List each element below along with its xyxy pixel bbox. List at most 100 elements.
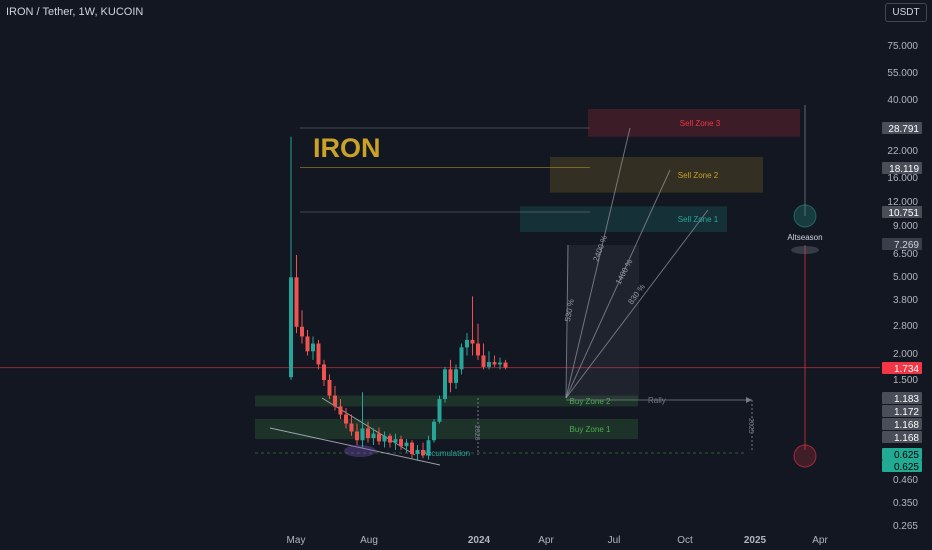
candle-body: [454, 369, 458, 383]
candle-body: [448, 369, 453, 383]
candles-layer[interactable]: [289, 136, 508, 462]
price-badge[interactable]: 1.168: [882, 418, 922, 431]
candle[interactable]: [349, 414, 354, 436]
candle-body: [327, 380, 332, 396]
time-tick-label: 2025: [744, 535, 767, 546]
altseason-marker-top: [793, 204, 817, 228]
zone-rect: [588, 108, 800, 137]
year-label: 2026: [473, 425, 480, 441]
candle[interactable]: [294, 254, 299, 334]
candle[interactable]: [498, 357, 502, 370]
fan-line: [565, 209, 709, 399]
price-badge-bg: [882, 418, 922, 430]
candle[interactable]: [415, 444, 420, 462]
candle-body: [388, 435, 392, 443]
time-axis[interactable]: May Aug 2024 Apr Jul Oct 2025 Apr: [287, 535, 829, 546]
candle[interactable]: [360, 392, 365, 448]
symbol-title[interactable]: IRON / Tether, 1W, KUCOIN: [6, 6, 144, 18]
candle[interactable]: [404, 439, 409, 453]
candle[interactable]: [344, 408, 348, 429]
candle-body: [443, 369, 447, 400]
zone-label: Sell Zone 1: [678, 215, 719, 224]
price-badge[interactable]: 10.751: [882, 206, 922, 219]
candle-body: [366, 428, 370, 438]
candle[interactable]: [443, 366, 447, 403]
price-badge-bg: [882, 362, 922, 374]
candle[interactable]: [437, 395, 442, 424]
fan-line: [565, 169, 671, 399]
price-badge[interactable]: 7.269: [882, 238, 922, 251]
price-badge-bg: [882, 392, 922, 404]
candle[interactable]: [355, 423, 359, 445]
accumulation-marker: [344, 445, 376, 457]
zone-rect: [550, 157, 763, 193]
candle-body: [415, 450, 420, 454]
price-badge[interactable]: 28.791: [882, 122, 922, 135]
price-badge-bg: [882, 448, 922, 460]
candle[interactable]: [432, 418, 436, 443]
altseason-marker-mid: [791, 246, 819, 254]
candle[interactable]: [393, 433, 398, 451]
candle[interactable]: [300, 310, 304, 344]
candle[interactable]: [388, 433, 392, 448]
price-badge-bg: [882, 460, 922, 472]
candle[interactable]: [333, 385, 337, 411]
candle[interactable]: [459, 343, 464, 375]
candle[interactable]: [470, 296, 475, 356]
altseason-label: Altseason: [787, 233, 822, 242]
candle[interactable]: [371, 428, 376, 445]
price-badge[interactable]: 1.734: [882, 362, 922, 375]
candle-body: [393, 439, 398, 443]
candle[interactable]: [327, 374, 332, 400]
candle[interactable]: [366, 421, 370, 443]
candle[interactable]: [421, 442, 425, 459]
price-tick-label: 55.000: [887, 68, 918, 79]
candle[interactable]: [399, 435, 403, 451]
candle-body: [382, 435, 387, 442]
price-tick-label: 2.000: [893, 349, 918, 360]
candle[interactable]: [487, 351, 491, 370]
candle[interactable]: [382, 431, 387, 448]
candle[interactable]: [476, 323, 480, 360]
candle[interactable]: [454, 364, 458, 389]
wedge-line: [269, 427, 441, 466]
price-tick-label: 9.000: [893, 221, 918, 232]
candle-body: [311, 343, 315, 352]
price-tick-label: 40.000: [887, 95, 918, 106]
price-badge[interactable]: 0.625: [882, 460, 922, 473]
price-badge[interactable]: 1.172: [882, 405, 922, 418]
price-tick-label: 75.000: [887, 41, 918, 52]
candle-body: [481, 355, 486, 367]
time-tick-label: Jul: [608, 535, 621, 546]
candle[interactable]: [322, 359, 326, 386]
price-badge[interactable]: 18.119: [882, 162, 922, 175]
candle[interactable]: [426, 435, 431, 460]
candle[interactable]: [503, 359, 508, 370]
candle-body: [344, 414, 348, 424]
price-badge[interactable]: 1.183: [882, 392, 922, 405]
candle[interactable]: [492, 355, 497, 367]
price-badge-label: 0.625: [894, 450, 919, 461]
candle[interactable]: [448, 359, 453, 393]
candle[interactable]: [338, 399, 343, 419]
candle[interactable]: [410, 440, 414, 459]
candle[interactable]: [305, 329, 310, 356]
candle[interactable]: [481, 343, 486, 370]
candle[interactable]: [289, 136, 293, 380]
altseason-marker-bottom: [793, 444, 817, 468]
currency-button[interactable]: USDT: [885, 3, 927, 22]
price-axis[interactable]: 75.000 55.000 40.000 22.000 16.000 12.000 9.00…: [882, 41, 922, 532]
candle[interactable]: [311, 336, 315, 360]
candle-body: [421, 450, 425, 456]
price-badge-bg: [882, 122, 922, 134]
price-badge[interactable]: 0.625: [882, 448, 922, 461]
candle[interactable]: [465, 333, 469, 356]
candle[interactable]: [377, 427, 381, 445]
candle-body: [349, 423, 354, 432]
time-tick-label: Apr: [538, 535, 554, 546]
zone-label: Sell Zone 2: [678, 171, 719, 180]
candle[interactable]: [316, 339, 321, 370]
price-badge[interactable]: 1.168: [882, 431, 922, 444]
